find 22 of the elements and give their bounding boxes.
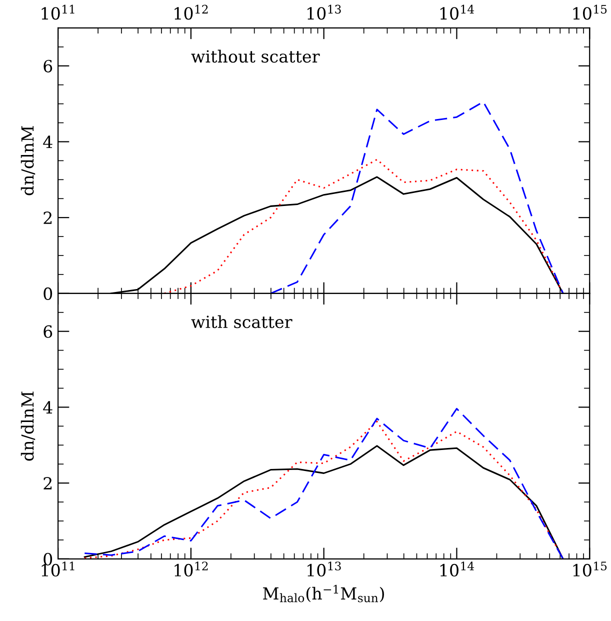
x-tick-label: 10$^{13}$ (308, 562, 341, 577)
annotation: without scatter (191, 50, 320, 63)
y-tick-label: 2 (44, 212, 52, 224)
y-tick-label: 2 (44, 477, 52, 490)
x-tick-label: 10$^{13}$ (308, 4, 341, 20)
x-tick-label: 10$^{12}$ (174, 4, 208, 20)
y-tick-label: 6 (44, 325, 52, 338)
x-tick-label: 10$^{11}$ (42, 4, 74, 20)
x-axis-title: M$_{halo}$(h$^{−1}$M$_{sun}$) (263, 584, 384, 602)
y-axis-title: dn/dlnM (20, 126, 36, 196)
x-tick-label: 10$^{14}$ (440, 562, 474, 577)
x-tick-label: 10$^{15}$ (573, 4, 607, 20)
y-tick-label: 4 (43, 136, 52, 148)
y-tick-label: 4 (43, 401, 52, 414)
x-tick-label: 10$^{12}$ (174, 562, 208, 577)
x-tick-label: 10$^{14}$ (440, 4, 474, 20)
y-axis-title: dn/dlnM (20, 392, 36, 461)
y-tick-label: 0 (44, 287, 52, 300)
y-tick-label: 6 (44, 60, 52, 72)
x-tick-label: 10$^{15}$ (573, 562, 607, 577)
y-tick-label: 0 (44, 552, 52, 566)
annotation: with scatter (191, 315, 292, 328)
